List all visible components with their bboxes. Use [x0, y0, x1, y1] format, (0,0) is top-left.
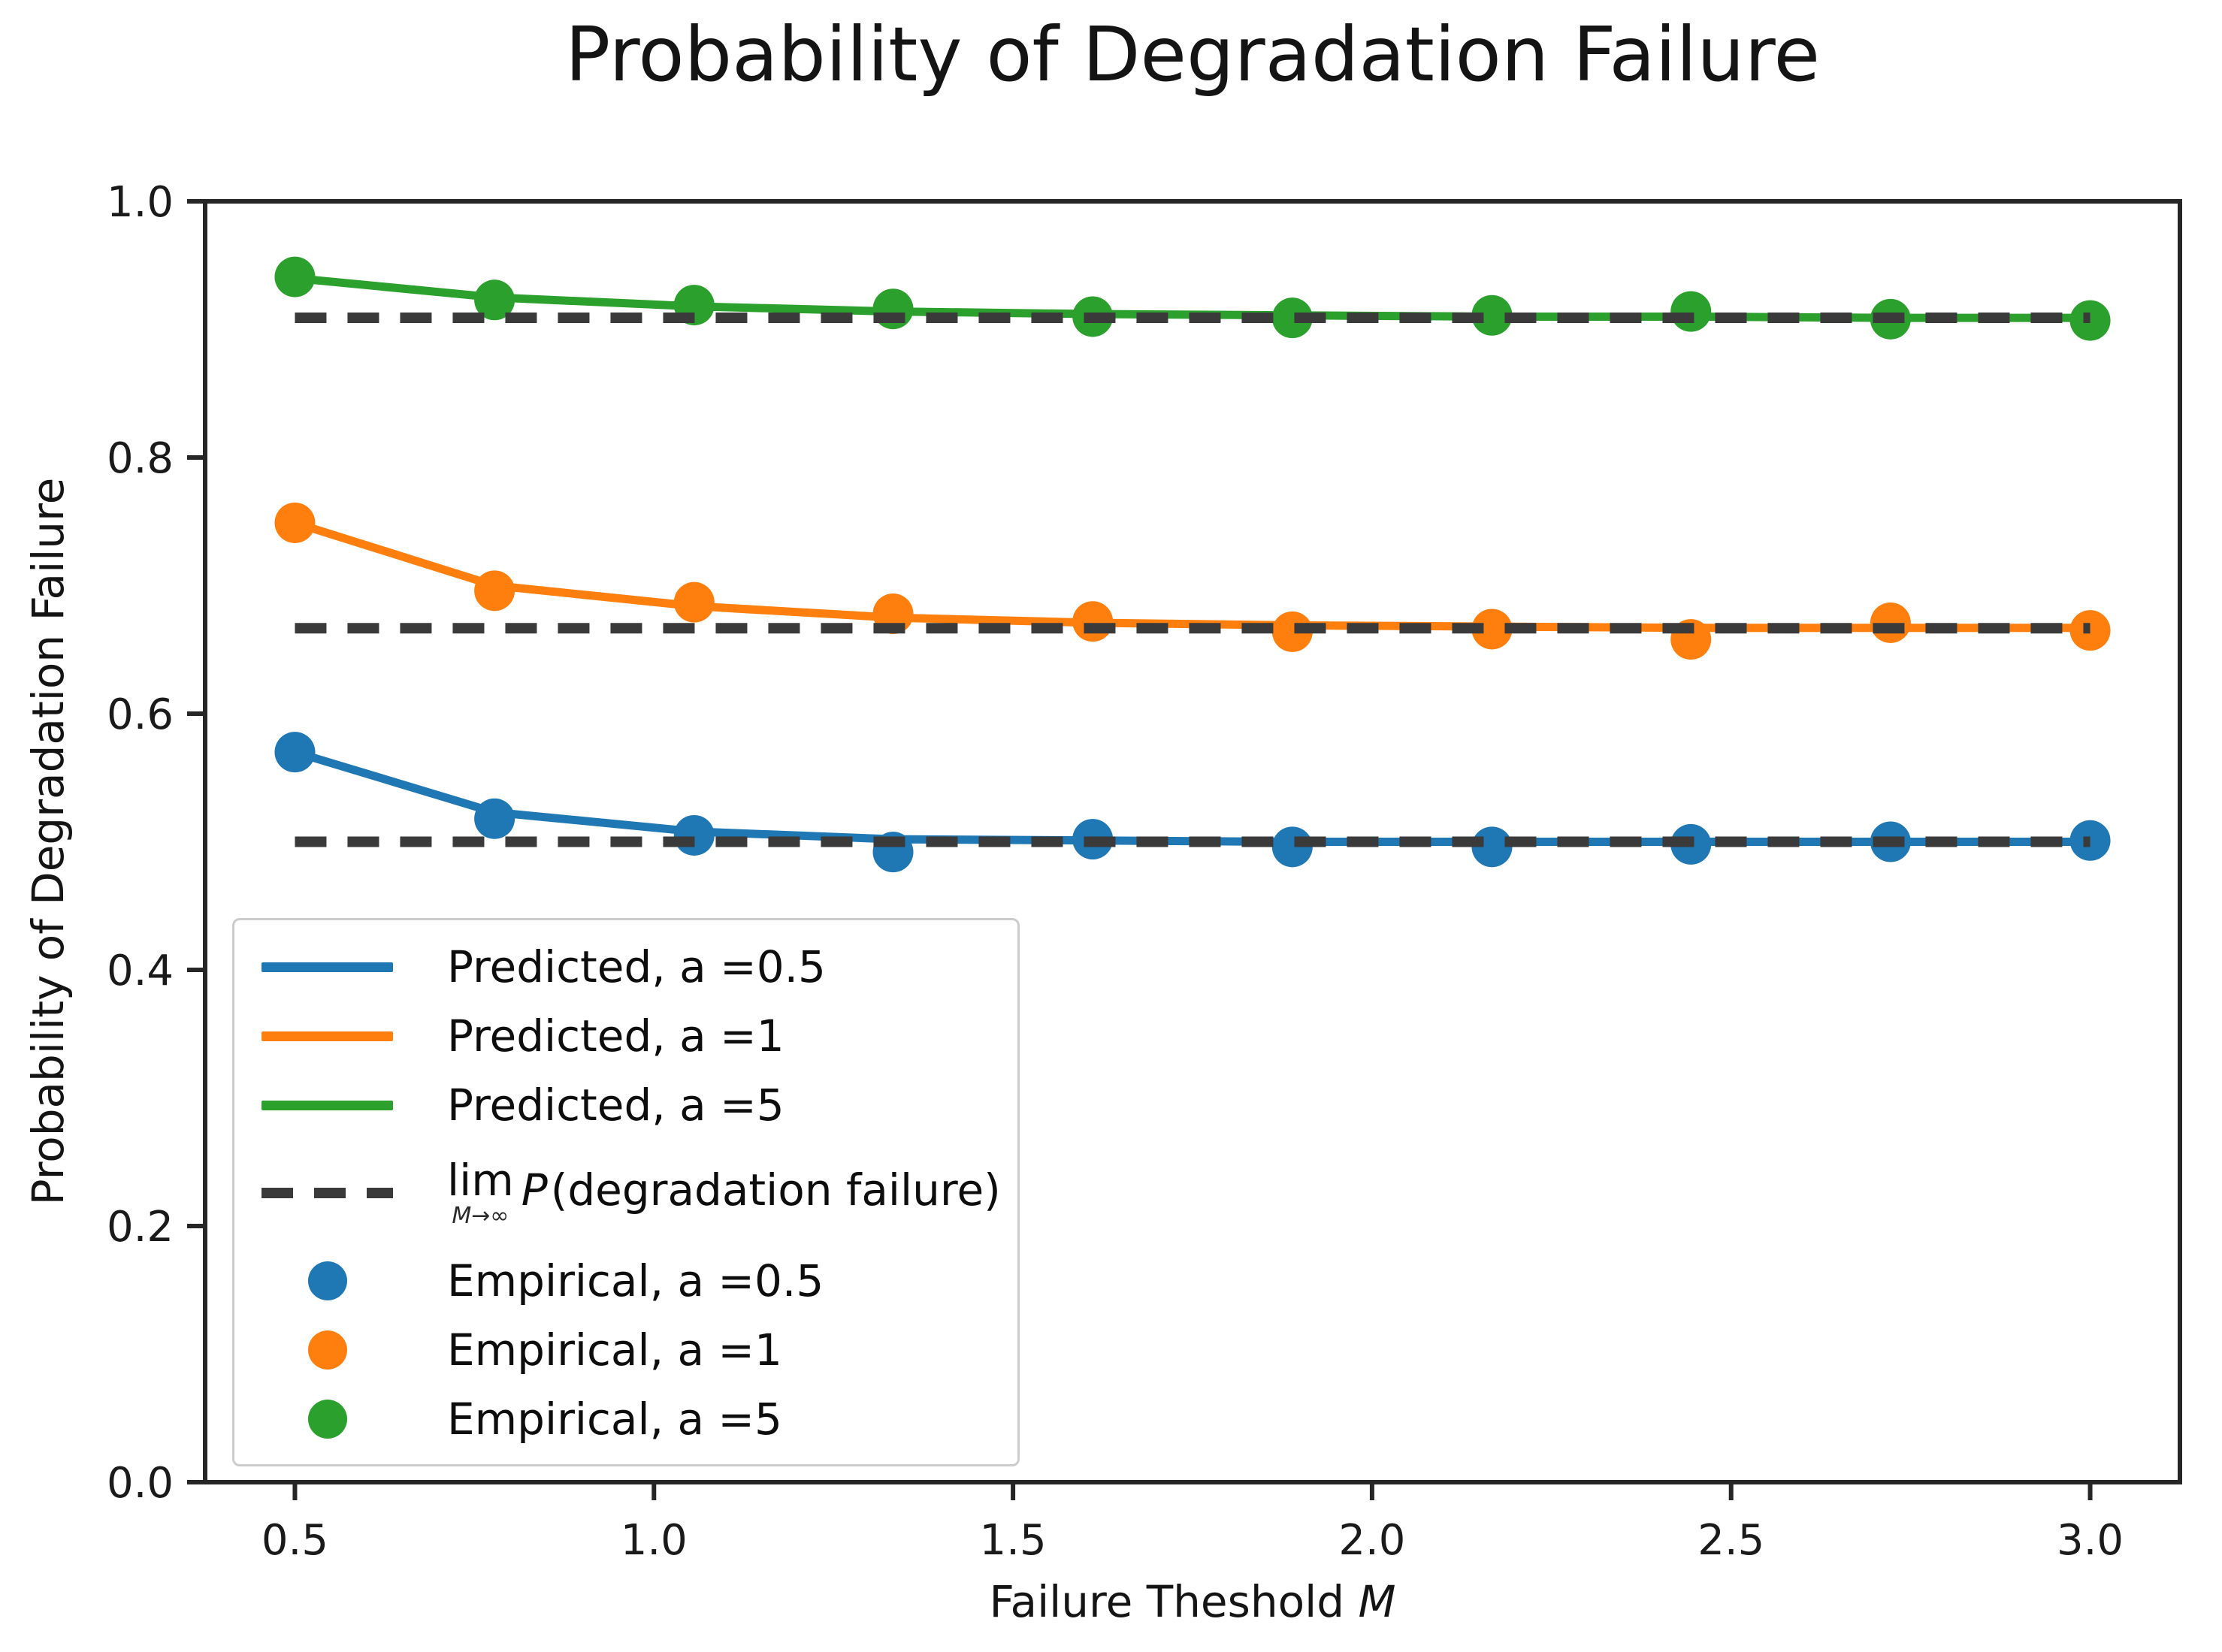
predicted-line-0.5	[290, 747, 2095, 846]
y-tick-label: 1.0	[107, 178, 174, 227]
x-tick-label: 1.0	[621, 1516, 688, 1565]
swatch-cell	[262, 1188, 393, 1198]
legend: Predicted, a =0.5 Predicted, a =1 Predic…	[232, 918, 1020, 1466]
chart-title: Probability of Degradation Failure	[564, 11, 1821, 98]
swatch-cell	[262, 1100, 393, 1110]
empirical-dot-0.5	[673, 814, 715, 856]
x-tick-label: 2.0	[1338, 1516, 1405, 1565]
x-axis-label-text: Failure Theshold	[989, 1576, 1359, 1627]
limit-label-rest: (degradation failure)	[550, 1164, 1001, 1216]
x-tick-label: 3.0	[2057, 1516, 2124, 1565]
lim-text: lim	[447, 1155, 514, 1206]
green-line-swatch	[262, 1100, 393, 1110]
empirical-dot-1	[474, 570, 515, 612]
legend-item-empirical-a5: Empirical, a =5	[262, 1385, 1002, 1454]
empirical-dot-1	[1271, 611, 1313, 652]
orange-line-swatch	[262, 1031, 393, 1041]
empirical-dot-1	[673, 581, 715, 623]
empirical-dot-5	[274, 256, 316, 297]
y-axis-label: Probability of Degradation Failure	[23, 477, 74, 1206]
empirical-dot-1	[1870, 602, 1911, 643]
x-axis-label-math: M	[1358, 1576, 1396, 1627]
predicted-line-1	[290, 518, 2095, 633]
limit-operator: lim M→∞	[447, 1158, 514, 1228]
x-tick-label: 2.5	[1697, 1516, 1764, 1565]
legend-item-empirical-a1: Empirical, a =1	[262, 1315, 1002, 1385]
blue-line-swatch	[262, 962, 393, 972]
plot-border	[203, 199, 2182, 1484]
plot-area: 0.5 1.0 1.5 2.0 2.5 3.0 0.0 0.2 0.4 0.6 0.8 1.0	[107, 178, 2182, 1565]
empirical-dot-1	[274, 502, 316, 543]
legend-item-predicted-a0.5: Predicted, a =0.5	[262, 932, 1002, 1001]
empirical-dot-5	[872, 288, 914, 330]
predicted-line-5	[290, 273, 2095, 322]
legend-label: Predicted, a =0.5	[447, 941, 826, 992]
legend-item-limit: lim M→∞ P(degradation failure)	[262, 1140, 1002, 1246]
legend-label: Empirical, a =1	[447, 1324, 782, 1376]
swatch-cell	[262, 962, 393, 972]
x-tick-label: 1.5	[980, 1516, 1047, 1565]
legend-label: Predicted, a =5	[447, 1080, 785, 1131]
empirical-dot-0.5	[274, 732, 316, 773]
y-tick-label: 0.0	[107, 1459, 174, 1508]
empirical-dot-5	[474, 279, 515, 321]
empirical-dot-5	[1271, 297, 1313, 339]
empirical-dot-1	[1072, 601, 1114, 642]
legend-label: Predicted, a =1	[447, 1010, 785, 1062]
legend-item-predicted-a5: Predicted, a =5	[262, 1071, 1002, 1140]
empirical-dot-5	[1670, 291, 1712, 332]
swatch-cell	[262, 1400, 393, 1439]
legend-label: lim M→∞ P(degradation failure)	[447, 1158, 1001, 1228]
lim-subscript: M→∞	[452, 1203, 509, 1229]
y-tick-label: 0.2	[107, 1203, 174, 1252]
x-tick-label: 0.5	[262, 1516, 328, 1565]
y-tick-label: 0.8	[107, 434, 174, 483]
orange-dot-swatch	[307, 1330, 347, 1370]
green-dot-swatch	[307, 1400, 347, 1439]
x-axis-label: Failure Theshold M	[205, 1576, 2180, 1627]
swatch-cell	[262, 1031, 393, 1041]
legend-item-predicted-a1: Predicted, a =1	[262, 1001, 1002, 1071]
empirical-dot-0.5	[474, 798, 515, 839]
y-tick-label: 0.4	[107, 947, 174, 995]
dashed-line-swatch	[262, 1188, 393, 1198]
swatch-cell	[262, 1330, 393, 1370]
legend-label: Empirical, a =5	[447, 1394, 782, 1445]
empirical-dot-5	[1471, 294, 1513, 336]
legend-label: Empirical, a =0.5	[447, 1255, 824, 1306]
legend-item-empirical-a0.5: Empirical, a =0.5	[262, 1246, 1002, 1315]
probability-symbol: P	[521, 1164, 548, 1216]
empirical-dot-1	[1471, 609, 1513, 650]
blue-dot-swatch	[307, 1261, 347, 1300]
swatch-cell	[262, 1261, 393, 1300]
y-tick-label: 0.6	[107, 690, 174, 739]
